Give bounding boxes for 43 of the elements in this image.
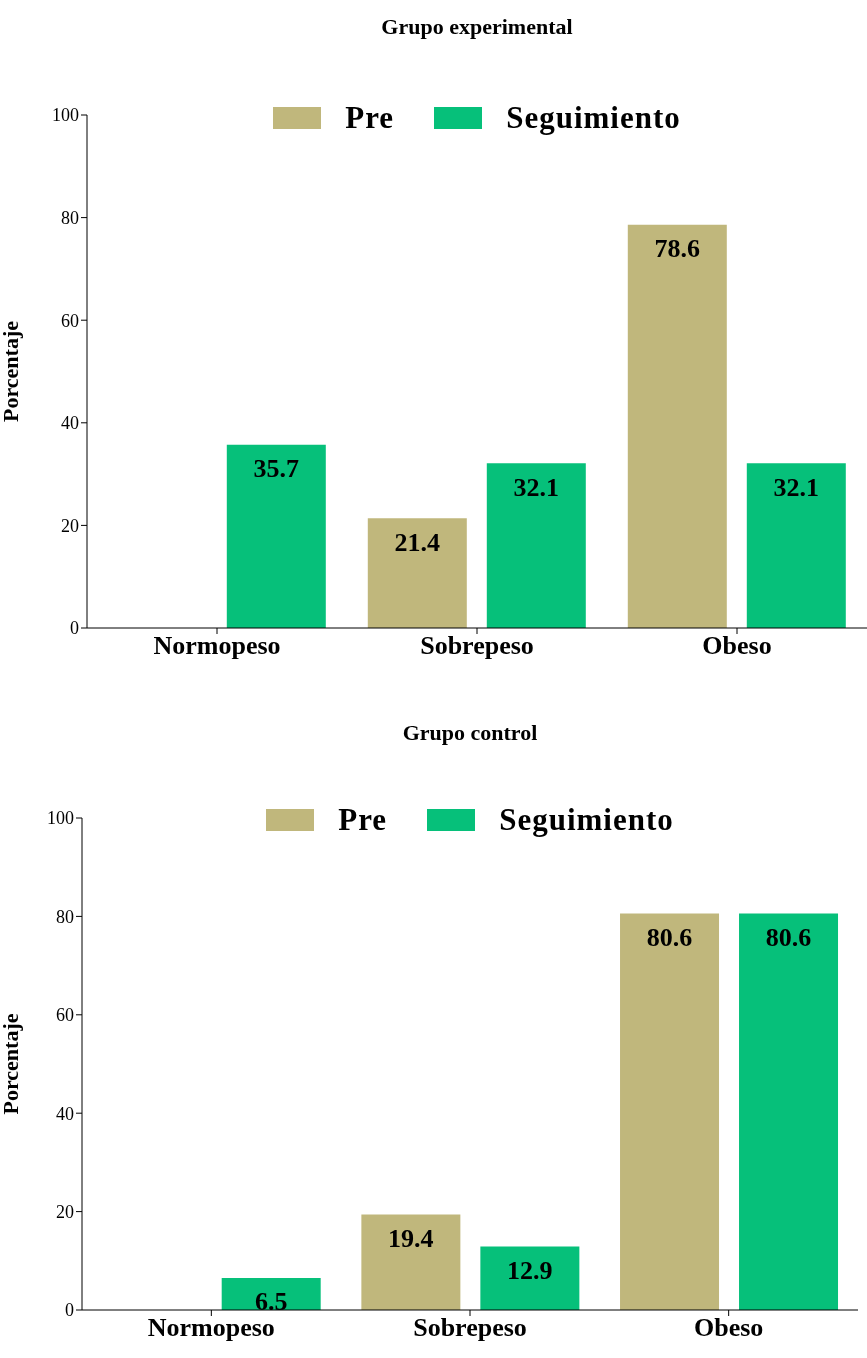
x-tick-label: Obeso	[702, 631, 772, 661]
bar	[226, 444, 326, 628]
y-tick-label: 0	[70, 618, 79, 639]
bar	[746, 463, 846, 628]
bar	[361, 1214, 461, 1310]
data-label: 80.6	[646, 922, 693, 952]
data-label: 80.6	[765, 922, 812, 952]
bar	[620, 913, 720, 1310]
y-axis-title: Porcentaje	[0, 1013, 23, 1115]
x-tick-label: Sobrepeso	[413, 1313, 527, 1343]
y-tick-label: 20	[56, 1201, 74, 1222]
x-tick-label: Sobrepeso	[420, 631, 534, 661]
y-tick-label: 80	[56, 906, 74, 927]
y-tick-label: 60	[56, 1005, 74, 1026]
legend-label: Pre	[345, 100, 395, 136]
data-label: 32.1	[773, 472, 820, 502]
y-tick-label: 40	[56, 1103, 74, 1124]
y-tick-label: 40	[61, 413, 79, 434]
data-label: 19.4	[388, 1224, 434, 1254]
y-tick-label: 100	[52, 105, 79, 126]
bar	[739, 913, 839, 1310]
chart-title: Grupo control	[401, 720, 539, 746]
data-label: 78.6	[654, 234, 701, 264]
y-tick-label: 20	[61, 515, 79, 536]
chart-title: Grupo experimental	[380, 14, 574, 40]
data-label: 35.7	[253, 454, 300, 484]
x-tick-label: Normopeso	[153, 631, 281, 661]
legend-label: Seguimiento	[506, 100, 681, 136]
legend-label: Pre	[338, 802, 388, 838]
y-tick-label: 0	[65, 1300, 74, 1321]
bar	[486, 463, 586, 628]
x-tick-label: Obeso	[693, 1313, 764, 1343]
bar	[367, 518, 467, 628]
y-tick-label: 100	[47, 808, 74, 829]
y-tick-label: 60	[61, 310, 79, 331]
y-axis-title: Porcentaje	[0, 320, 23, 422]
y-tick-label: 80	[61, 207, 79, 228]
bar	[627, 224, 727, 628]
bar	[480, 1246, 580, 1310]
data-label: 21.4	[394, 527, 441, 557]
data-label: 32.1	[513, 472, 560, 502]
data-label: 12.9	[507, 1255, 553, 1285]
legend-label: Seguimiento	[499, 802, 674, 838]
